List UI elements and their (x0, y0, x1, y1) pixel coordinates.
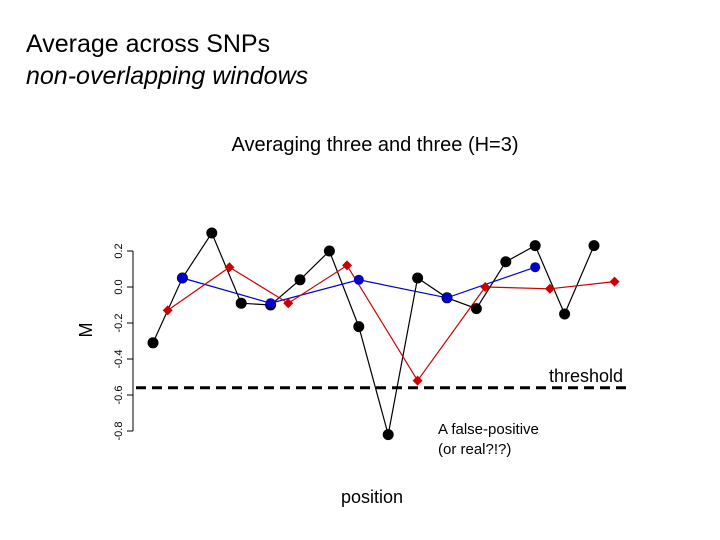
series-3-point (162, 305, 173, 316)
y-tick-label: -0.6 (113, 386, 125, 405)
y-tick-label: 0.2 (113, 243, 125, 258)
series-2-point (177, 273, 188, 283)
series-2-point (265, 298, 276, 309)
series-lines (152, 231, 615, 435)
series-1-point (382, 429, 394, 441)
slide-title: Average across SNPs non-overlapping wind… (26, 28, 308, 92)
series-1-point (353, 321, 365, 333)
series-1-point (206, 227, 218, 239)
series-3-point (609, 276, 620, 287)
y-axis-label: M (76, 323, 96, 338)
series-2-point (353, 274, 364, 285)
threshold-layer: threshold (136, 366, 632, 390)
series-1-point (412, 272, 424, 284)
slide-title-line1: Average across SNPs (26, 30, 271, 58)
series-2-point (530, 262, 541, 273)
annotation-line1: A false-positive (438, 421, 539, 438)
series-1-point (235, 297, 247, 309)
series-3-point (283, 298, 294, 309)
series-3-point (480, 282, 491, 292)
series-3-point (224, 262, 235, 273)
chart-title: Averaging three and three (H=3) (231, 134, 519, 156)
series-1-point (470, 303, 482, 315)
series-1-line (152, 231, 595, 435)
y-tick-label: 0.0 (113, 279, 125, 294)
series-markers (147, 227, 620, 441)
y-tick-label: -0.2 (113, 314, 125, 333)
series-1-point (559, 308, 571, 320)
threshold-label: threshold (549, 366, 623, 386)
series-1-point (323, 245, 335, 257)
false-positive-annotation: A false-positive (or real?!?) (438, 420, 539, 460)
x-axis-label: position (341, 487, 403, 507)
series-3-line (167, 264, 615, 382)
series-3-point (342, 260, 353, 271)
series-1-point (500, 256, 512, 268)
chart-axes (127, 250, 134, 432)
series-1-point (529, 240, 541, 252)
y-tick-label: -0.4 (113, 350, 125, 369)
series-3-point (412, 375, 423, 386)
series-2-point (442, 292, 452, 303)
slide-title-line2: non-overlapping windows (26, 62, 309, 90)
series-1-point (294, 274, 306, 286)
series-1-point (147, 337, 159, 349)
series-3-point (544, 283, 555, 294)
annotation-line2: (or real?!?) (438, 441, 512, 458)
series-1-point (588, 240, 600, 252)
y-tick-label: -0.8 (113, 422, 125, 441)
